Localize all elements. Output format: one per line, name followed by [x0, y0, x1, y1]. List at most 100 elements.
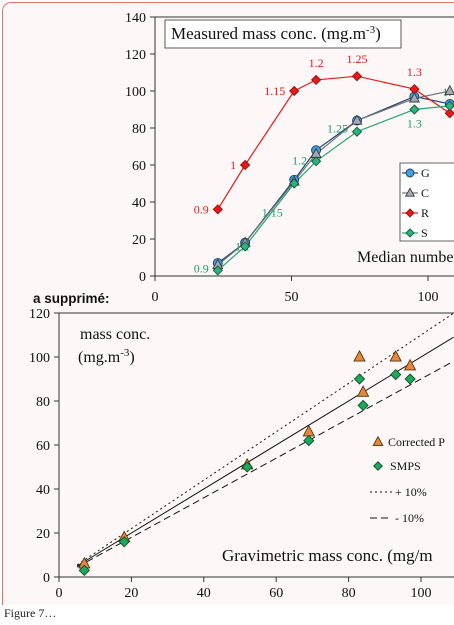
chart2-smps-point	[390, 368, 402, 381]
chart2-y-label-end: )	[129, 349, 134, 366]
chart1-series-r-point	[409, 83, 420, 95]
chart2-smps-point	[241, 461, 253, 473]
deletion-label: a supprimé:	[33, 291, 110, 306]
chart1-legend-label: G	[421, 166, 430, 180]
chart1-ytick-label: 20	[132, 233, 146, 248]
chart2-smps-point	[404, 373, 416, 385]
chart1-series-r-point-label: 1.2	[309, 56, 324, 70]
chart2-y-label-line1: mass conc.	[80, 326, 150, 343]
chart2-ytick-label: 20	[36, 527, 50, 542]
chart1-series-s-point	[351, 126, 363, 137]
chart1-legend-label: S	[421, 226, 428, 240]
chart1-series-s-point	[239, 241, 251, 252]
chart1-series-s-point	[212, 265, 223, 276]
chart1-series-r-point	[289, 85, 300, 97]
chart1-series-s-point	[310, 156, 322, 167]
chart1-line-chart: Measured mass conc. (mg.m-3) Median numb…	[125, 11, 454, 305]
chart2-smps-point	[78, 564, 90, 577]
chart1-ytick-label: 120	[125, 48, 146, 63]
chart1-ytick-label: 100	[125, 85, 146, 100]
chart2-ytick-label: 0	[43, 571, 50, 586]
chart2-ytick-label: 100	[29, 351, 50, 366]
chart1-series-s-point-label: 1.15	[262, 206, 283, 220]
chart1-legend-marker	[404, 187, 416, 197]
chart2-reference-line-dotted	[76, 312, 454, 566]
chart2-legend-label: Corrected P	[388, 435, 445, 449]
chart1-legend-marker	[405, 208, 415, 218]
chart1-series-r-point-label: 1	[230, 158, 236, 172]
chart2-y-label-sup: -3	[120, 347, 130, 359]
chart2-xtick-label: 100	[411, 586, 432, 601]
chart1-series-s-point-label: 1.25	[327, 122, 348, 136]
chart2-legend-marker	[373, 461, 383, 471]
chart1-xtick-label: 50	[285, 290, 299, 305]
chart1-ytick-label: 140	[125, 11, 146, 26]
chart1-xtick-label: 100	[418, 290, 439, 305]
chart1-series-s-point-label: 1.2	[292, 153, 307, 167]
chart2-xtick-label: 60	[269, 586, 283, 601]
chart1-marks: 0 20 40 60 80 100 120 140 0 50 100 0.9 1 1.15 1.2 1.25 1…	[125, 11, 454, 305]
chart2-y-label-unit: (mg.m	[78, 349, 121, 366]
chart1-legend-marker	[405, 168, 415, 178]
chart2-x-axis-label: Gravimetric mass conc. (mg/m	[222, 546, 433, 565]
chart1-legend-box	[399, 162, 454, 242]
chart2-ytick-label: 40	[36, 483, 50, 498]
chart2-reference-line-dashed	[76, 360, 454, 568]
chart1-series-s-point	[289, 178, 300, 189]
chart1-series-c-point	[444, 84, 454, 96]
chart2-marks: 0 20 40 60 80 100 120 0 20 40 60 80 100 Corrected P SM…	[29, 307, 454, 601]
chart2-ytick-label: 120	[29, 307, 50, 322]
chart1-x-axis-label: Median numbe	[357, 249, 453, 266]
chart1-series-r-point	[239, 159, 251, 171]
chart2-smps-point	[357, 399, 369, 412]
chart2-smps-point	[303, 434, 315, 447]
chart2-xtick-label: 40	[197, 586, 211, 601]
chart1-title-sup: -3	[366, 24, 376, 36]
chart2-corrected-p-point	[353, 349, 366, 362]
chart1-legend-marker	[405, 228, 415, 238]
deleted-content-balloon[interactable]	[2, 2, 454, 605]
chart1-ytick-label: 80	[132, 122, 146, 137]
chart1-series-c-point	[408, 92, 420, 103]
chart2-legend-marker	[372, 435, 384, 447]
chart1-series-c-point	[351, 114, 363, 125]
chart1-title-box	[164, 19, 402, 49]
chart1-xtick-label: 0	[152, 290, 159, 305]
chart2-corrected-p-point	[356, 385, 370, 397]
chart1-series-s-point	[409, 104, 420, 115]
chart1-series-r-point	[212, 204, 223, 215]
chart1-title-main: Measured mass conc. (mg.m	[171, 24, 366, 43]
chart1-series-r-point-label: 1.15	[264, 84, 285, 98]
chart1-series-r-point	[444, 108, 454, 119]
chart1-legend-label: R	[421, 206, 429, 220]
chart1-title-end: )	[375, 24, 381, 43]
chart2-legend-label: - 10%	[395, 511, 424, 525]
deleted-figure: Measured mass conc. (mg.m-3) Median numb…	[29, 11, 454, 601]
chart1-series-s-point-label: 1.3	[407, 117, 422, 131]
chart1-series-s-point-label: 0.9	[194, 261, 209, 275]
chart1-series-s-point	[444, 100, 454, 111]
chart1-plot-frame	[154, 16, 454, 277]
chart2-legend-label: SMPS	[390, 459, 421, 473]
chart2-corrected-p-point	[389, 349, 402, 362]
chart2-ytick-label: 60	[36, 439, 50, 454]
chart2-smps-point	[118, 536, 130, 548]
chart2-ytick-label: 80	[36, 395, 50, 410]
chart1-series-r-point-label: 0.9	[194, 202, 209, 216]
chart1-ytick-label: 0	[139, 270, 146, 285]
chart1-title: Measured mass conc. (mg.m-3)	[171, 24, 381, 43]
chart2-scatter-chart: mass conc. (mg.m-3) Gravimetric mass con…	[29, 307, 454, 601]
chart2-xtick-label: 0	[56, 586, 63, 601]
chart2-xtick-label: 80	[342, 586, 356, 601]
chart1-ytick-label: 60	[132, 159, 146, 174]
chart2-y-label-line2: (mg.m-3)	[78, 347, 135, 366]
chart1-legend-label: C	[421, 186, 429, 200]
chart2-smps-point	[353, 373, 366, 385]
chart2-xtick-label: 20	[124, 586, 138, 601]
chart1-series-r-point	[310, 74, 322, 86]
chart2-corrected-p-point	[403, 358, 417, 371]
chart1-series-r-point-label: 1.25	[347, 52, 368, 66]
chart1-series-r-point-label: 1.3	[407, 65, 422, 79]
chart1-ytick-label: 40	[132, 196, 146, 211]
chart2-legend-label: + 10%	[395, 485, 427, 499]
